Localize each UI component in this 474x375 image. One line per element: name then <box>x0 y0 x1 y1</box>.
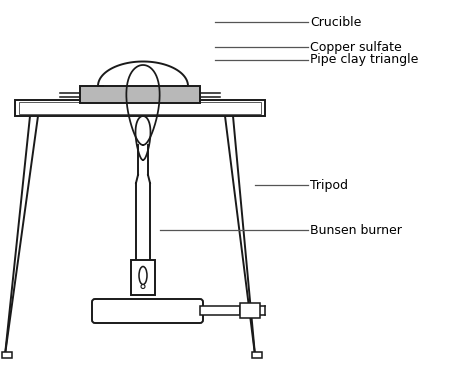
Ellipse shape <box>139 267 147 285</box>
Bar <box>240 303 260 318</box>
Bar <box>200 306 240 315</box>
Bar <box>80 86 200 103</box>
Text: Copper sulfate: Copper sulfate <box>310 40 402 54</box>
Text: Tripod: Tripod <box>310 178 348 192</box>
FancyBboxPatch shape <box>92 299 203 323</box>
Bar <box>19 102 261 114</box>
Bar <box>2 352 12 358</box>
Bar <box>252 352 262 358</box>
Bar <box>131 260 155 295</box>
Text: Pipe clay triangle: Pipe clay triangle <box>310 54 419 66</box>
Circle shape <box>141 285 145 288</box>
Text: Crucible: Crucible <box>310 15 361 28</box>
Text: Bunsen burner: Bunsen burner <box>310 224 402 237</box>
Bar <box>15 100 265 116</box>
